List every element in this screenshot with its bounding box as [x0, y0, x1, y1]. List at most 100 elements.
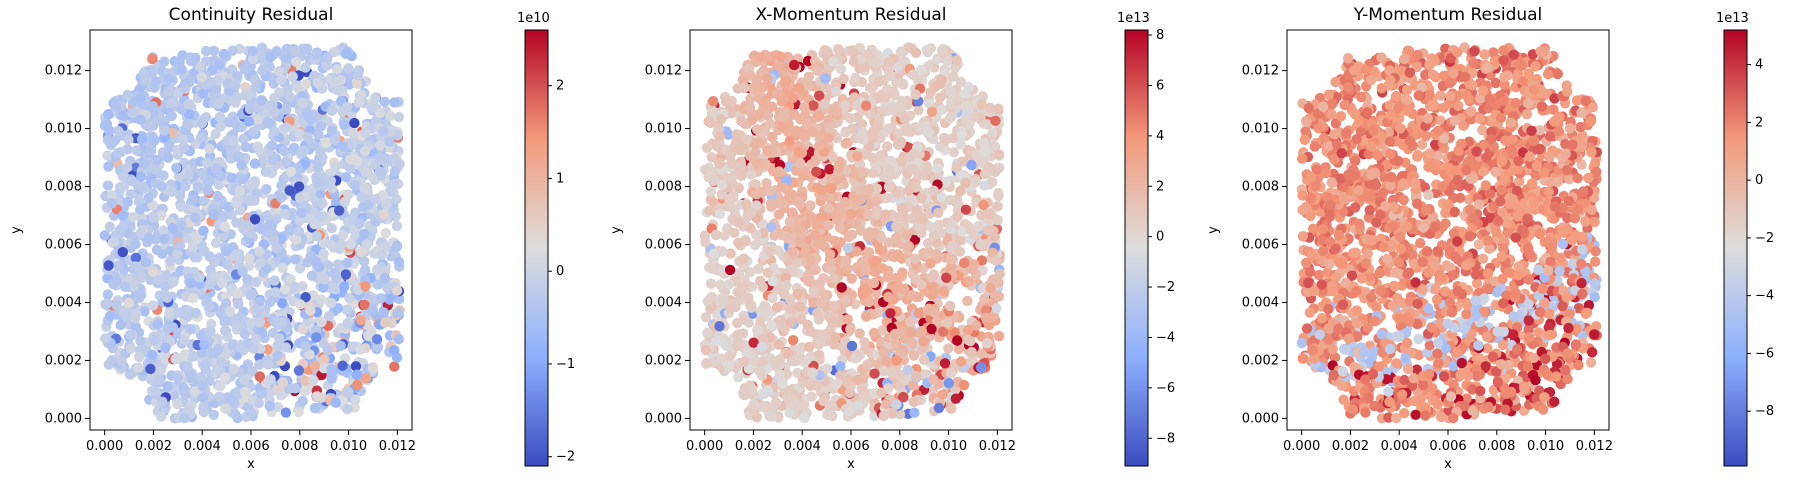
scatter-point	[858, 134, 869, 145]
scatter-point	[108, 236, 120, 247]
scatter-point	[814, 111, 825, 122]
scatter-point	[152, 154, 163, 166]
scatter-point	[223, 117, 235, 128]
scatter-point	[260, 166, 272, 177]
scatter-point	[988, 140, 1000, 151]
scatter-point	[378, 209, 390, 220]
scatter-point	[104, 310, 116, 322]
panel-title: X-Momentum Residual	[756, 5, 947, 25]
scatter-point	[771, 302, 783, 313]
scatter-point	[204, 325, 215, 337]
scatter-point	[802, 55, 814, 67]
scatter-point	[316, 316, 327, 328]
scatter-point	[345, 163, 356, 174]
scatter-point	[876, 387, 887, 398]
scatter-point	[110, 101, 122, 112]
scatter-point	[845, 113, 856, 124]
scatter-point	[381, 199, 392, 211]
scatter-point	[773, 245, 784, 256]
scatter-point	[856, 118, 868, 130]
scatter-point	[950, 393, 961, 404]
scatter-point	[745, 169, 757, 180]
scatter-point	[342, 403, 353, 415]
scatter-point	[358, 228, 370, 239]
scatter-point	[978, 199, 989, 211]
scatter-point	[359, 299, 370, 310]
scatter-point	[856, 193, 867, 205]
scatter-point	[798, 377, 809, 388]
scatter-point	[825, 249, 836, 260]
scatter-point	[925, 258, 936, 269]
scatter-point	[807, 126, 818, 138]
scatter-point	[848, 56, 859, 67]
scatter-point	[243, 116, 255, 127]
scatter-point	[850, 218, 861, 229]
scatter-point	[297, 395, 308, 407]
scatter-point	[911, 371, 922, 382]
scatter-point	[269, 106, 280, 118]
scatter-point	[167, 127, 178, 138]
scatter-point	[980, 312, 991, 323]
scatter-point	[111, 275, 123, 286]
scatter-point	[818, 395, 829, 407]
x-tick-label: 0.004	[184, 439, 221, 454]
scatter-point	[182, 361, 193, 372]
scatter-point	[823, 132, 834, 143]
scatter-point	[784, 136, 795, 147]
scatter-point	[905, 326, 916, 338]
scatter-point	[122, 89, 133, 101]
scatter-point	[714, 208, 726, 220]
scatter-point	[379, 272, 390, 284]
scatter-point	[789, 109, 800, 121]
scatter-point	[705, 194, 717, 205]
scatter-point	[309, 360, 321, 371]
scatter-point	[955, 76, 966, 88]
scatter-point	[135, 228, 147, 239]
y-axis-label: y	[609, 226, 624, 234]
scatter-point	[826, 182, 837, 194]
scatter-point	[316, 294, 327, 305]
scatter-point	[884, 66, 895, 78]
colorbar-tick-label: −6	[1156, 381, 1175, 396]
scatter-point	[789, 59, 800, 71]
scatter-point	[815, 297, 826, 308]
scatter-point	[740, 236, 752, 247]
scatter-point	[981, 338, 993, 349]
scatter-point	[262, 344, 273, 355]
scatter-point	[310, 324, 322, 336]
scatter-point	[329, 284, 341, 295]
scatter-point	[378, 126, 389, 137]
scatter-point	[946, 368, 957, 379]
scatter-point	[115, 319, 127, 331]
scatter-point	[123, 134, 134, 145]
scatter-point	[391, 352, 403, 363]
scatter-point	[941, 272, 952, 283]
scatter-point	[352, 379, 363, 390]
scatter-point	[178, 142, 190, 153]
scatter-point	[984, 102, 996, 114]
colorbar-tick-label: 6	[1156, 78, 1164, 93]
scatter-point	[896, 203, 907, 214]
scatter-point	[250, 304, 262, 315]
scatter-point	[762, 110, 774, 121]
scatter-point	[294, 263, 306, 274]
scatter-point	[822, 46, 833, 57]
scatter-point	[794, 236, 805, 248]
scatter-point	[928, 230, 939, 241]
scatter-point	[929, 286, 940, 297]
scatter-point	[846, 208, 857, 220]
scatter-point	[877, 325, 888, 336]
scatter-point	[863, 208, 874, 220]
scatter-point	[138, 183, 150, 194]
scatter-point	[808, 285, 819, 296]
scatter-point	[312, 77, 324, 89]
scatter-point	[955, 186, 966, 197]
scatter-point	[851, 246, 862, 257]
scatter-point	[133, 362, 144, 373]
scatter-point	[732, 133, 743, 145]
scatter-point	[330, 76, 342, 88]
scatter-point	[872, 120, 884, 131]
scatter-point	[281, 122, 292, 133]
scatter-point	[762, 267, 773, 278]
scatter-point	[770, 397, 782, 408]
